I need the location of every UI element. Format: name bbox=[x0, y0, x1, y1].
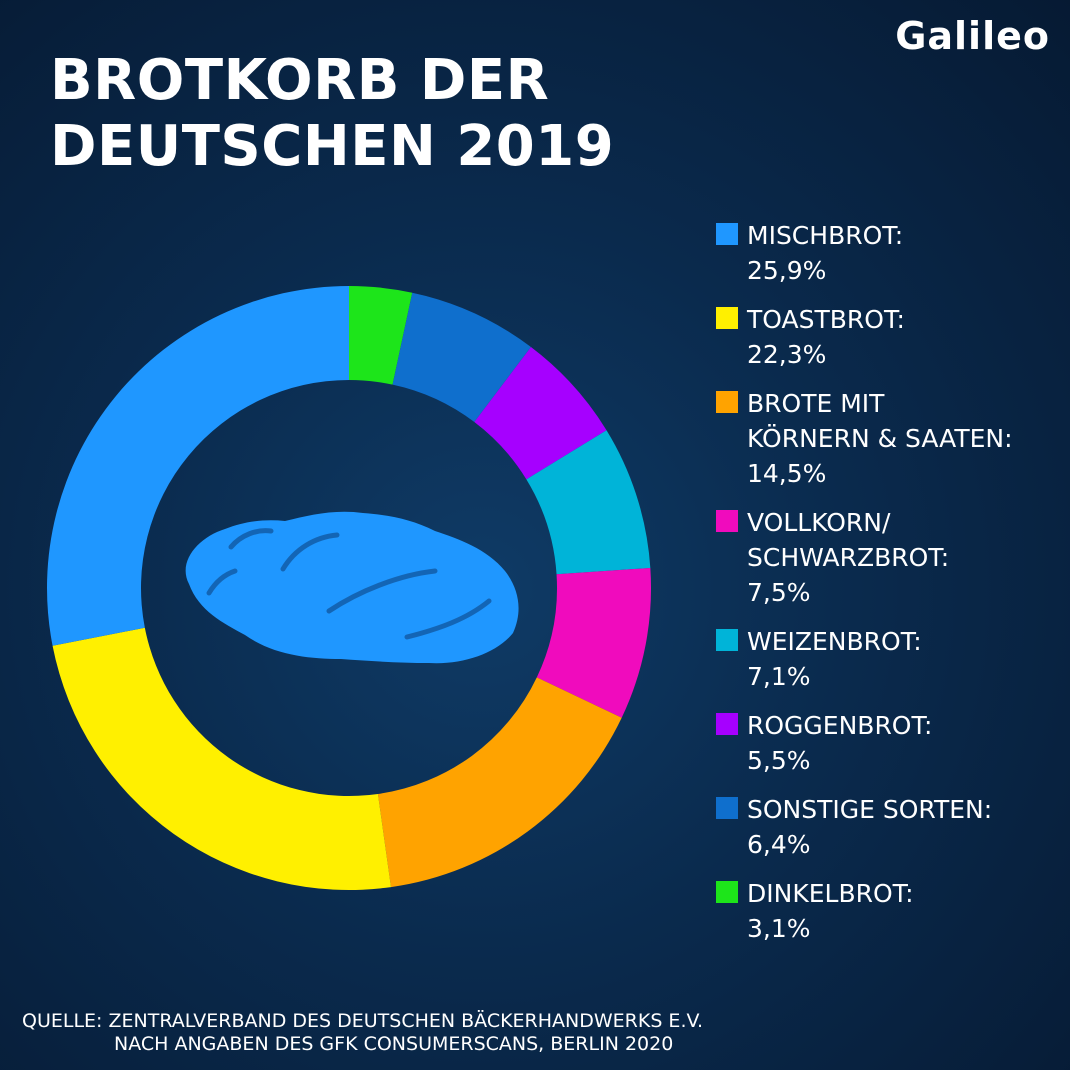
legend-swatch bbox=[716, 510, 738, 532]
donut-slice-sonstige-sorten bbox=[392, 292, 531, 422]
legend-item-dinkelbrot: DINKELBROT: 3,1% bbox=[716, 876, 1066, 946]
donut-slice-vollkorn-schwarzbrot bbox=[536, 567, 651, 718]
legend: MISCHBROT: 25,9% TOASTBROT: 22,3% BROTE … bbox=[716, 218, 1066, 960]
legend-value: 3,1% bbox=[747, 914, 811, 943]
legend-swatch bbox=[716, 391, 738, 413]
source-note: QUELLE: ZENTRALVERBAND DES DEUTSCHEN BÄC… bbox=[22, 1010, 703, 1056]
legend-swatch bbox=[716, 797, 738, 819]
legend-value: 6,4% bbox=[747, 830, 811, 859]
legend-swatch bbox=[716, 629, 738, 651]
bread-crease-1 bbox=[228, 528, 274, 550]
legend-item-vollkorn: VOLLKORN/ SCHWARZBROT: 7,5% bbox=[716, 505, 1066, 610]
legend-item-toastbrot: TOASTBROT: 22,3% bbox=[716, 302, 1066, 372]
legend-value: 7,5% bbox=[747, 578, 811, 607]
donut-slices bbox=[46, 286, 651, 890]
legend-value: 7,1% bbox=[747, 662, 811, 691]
legend-value: 25,9% bbox=[747, 256, 827, 285]
legend-item-roggenbrot: ROGGENBROT: 5,5% bbox=[716, 708, 1066, 778]
legend-item-weizenbrot: WEIZENBROT: 7,1% bbox=[716, 624, 1066, 694]
legend-label: BROTE MIT KÖRNERN & SAATEN: bbox=[747, 389, 1013, 453]
bread-loaf-body bbox=[185, 511, 519, 664]
source-line-1: QUELLE: ZENTRALVERBAND DES DEUTSCHEN BÄC… bbox=[22, 1010, 704, 1032]
legend-label: ROGGENBROT: bbox=[747, 711, 933, 740]
legend-value: 22,3% bbox=[747, 340, 827, 369]
legend-swatch bbox=[716, 881, 738, 903]
legend-swatch bbox=[716, 713, 738, 735]
donut-slice-toastbrot bbox=[52, 627, 392, 890]
donut-slice-dinkelbrot bbox=[349, 286, 413, 385]
bread-crease-2 bbox=[280, 532, 340, 572]
legend-value: 5,5% bbox=[747, 746, 811, 775]
legend-label: SONSTIGE SORTEN: bbox=[747, 795, 993, 824]
legend-value: 14,5% bbox=[747, 459, 827, 488]
galileo-logo: Galileo bbox=[895, 14, 1050, 58]
title-line-2: DEUTSCHEN 2019 bbox=[50, 114, 615, 179]
donut-slice-brote-mit-körnern-saaten bbox=[377, 677, 622, 888]
donut-slice-mischbrot bbox=[46, 286, 350, 646]
title-line-1: BROTKORB DER bbox=[50, 48, 550, 113]
bread-loaf-icon bbox=[185, 511, 519, 664]
chart-title: BROTKORB DER DEUTSCHEN 2019 bbox=[50, 48, 614, 180]
legend-label: TOASTBROT: bbox=[747, 305, 905, 334]
donut-slice-roggenbrot bbox=[474, 346, 607, 480]
bread-crease-4 bbox=[404, 598, 492, 640]
donut-chart bbox=[46, 286, 651, 890]
legend-label: WEIZENBROT: bbox=[747, 627, 922, 656]
bread-crease-5 bbox=[206, 568, 238, 596]
legend-label: MISCHBROT: bbox=[747, 221, 904, 250]
legend-item-koerner-saaten: BROTE MIT KÖRNERN & SAATEN: 14,5% bbox=[716, 386, 1066, 491]
legend-label: VOLLKORN/ SCHWARZBROT: bbox=[747, 508, 950, 572]
source-line-2: NACH ANGABEN DES GFK CONSUMERSCANS, BERL… bbox=[114, 1033, 674, 1055]
legend-swatch bbox=[716, 307, 738, 329]
donut-slice-weizenbrot bbox=[526, 430, 651, 575]
legend-item-sonstige: SONSTIGE SORTEN: 6,4% bbox=[716, 792, 1066, 862]
legend-item-mischbrot: MISCHBROT: 25,9% bbox=[716, 218, 1066, 288]
legend-label: DINKELBROT: bbox=[747, 879, 914, 908]
legend-swatch bbox=[716, 223, 738, 245]
bread-crease-3 bbox=[326, 568, 438, 614]
